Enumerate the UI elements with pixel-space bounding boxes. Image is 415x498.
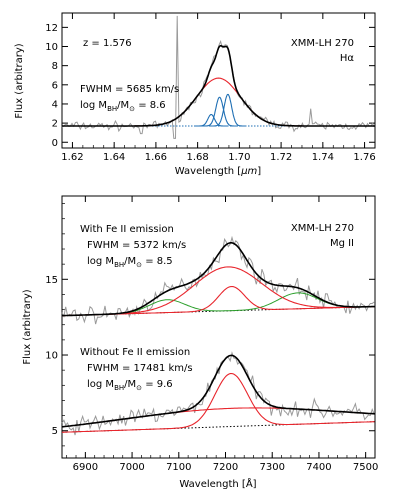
halpha-panel: 1.62 1.64 1.66 1.68 1.70 1.72 1.74 1.76 0 2 4 6 8 10 1… bbox=[14, 12, 376, 177]
bottom-curves bbox=[61, 235, 376, 436]
bottom-y-tick-label: 10 bbox=[45, 351, 58, 362]
top-redshift-label: z = 1.576 bbox=[83, 38, 132, 49]
top-x-tick-label: 1.62 bbox=[61, 152, 83, 163]
top-x-tick-label: 1.66 bbox=[145, 152, 167, 163]
bottom-y-axis-label: Flux (arbitrary) bbox=[22, 289, 33, 364]
mgii-panel: 6900 7000 7100 7200 7300 7400 7500 5 10 15 Flux (… bbox=[22, 195, 378, 490]
bottom-x-tick-label: 7300 bbox=[259, 462, 284, 473]
top-component-narrow-blue-2 bbox=[200, 96, 238, 127]
top-total-fit bbox=[62, 44, 375, 127]
bottom-x-axis-label: Wavelength [Å] bbox=[179, 477, 256, 490]
top-x-tick-label: 1.76 bbox=[353, 152, 375, 163]
top-data-spectrum bbox=[61, 15, 375, 139]
upper-fwhm-label: FWHM = 5372 km/s bbox=[87, 240, 186, 251]
top-y-tick-label: 10 bbox=[45, 42, 58, 53]
top-x-tick-label: 1.74 bbox=[312, 152, 334, 163]
upper-total-fit bbox=[62, 242, 375, 317]
bottom-plot-frame bbox=[61, 195, 376, 459]
top-mass-label: log MBH/M⊙ = 8.6 bbox=[80, 100, 166, 113]
top-y-tick-label: 8 bbox=[52, 61, 58, 72]
lower-fwhm-label: FWHM = 17481 km/s bbox=[87, 363, 193, 374]
bottom-x-tick-label: 7100 bbox=[166, 462, 191, 473]
top-y-tick-label: 0 bbox=[52, 138, 58, 149]
top-component-narrow-blue-3 bbox=[209, 93, 247, 127]
top-object-label: XMM-LH 270 bbox=[291, 38, 354, 49]
top-x-tick-label: 1.64 bbox=[103, 152, 125, 163]
bottom-x-tick-label: 7200 bbox=[213, 462, 238, 473]
lower-mgii-broad-core bbox=[61, 372, 375, 433]
bottom-x-tick-label: 7400 bbox=[306, 462, 331, 473]
top-y-tick-label: 12 bbox=[45, 23, 58, 34]
bottom-x-tick-label: 7500 bbox=[353, 462, 378, 473]
bottom-ticks: 6900 7000 7100 7200 7300 7400 7500 5 10 15 bbox=[45, 196, 378, 473]
top-plot-frame bbox=[61, 12, 376, 149]
top-y-tick-label: 4 bbox=[52, 99, 58, 110]
bottom-x-tick-label: 7000 bbox=[119, 462, 144, 473]
top-y-axis-label: Flux (arbitrary) bbox=[14, 43, 25, 118]
upper-mass-label: log MBH/M⊙ = 8.5 bbox=[87, 256, 173, 269]
bottom-y-tick-label: 15 bbox=[45, 275, 58, 286]
top-x-tick-label: 1.68 bbox=[187, 152, 209, 163]
top-component-narrow-blue-1 bbox=[194, 113, 228, 127]
lower-total-fit bbox=[61, 354, 375, 428]
bottom-x-tick-label: 6900 bbox=[73, 462, 98, 473]
top-ticks: 1.62 1.64 1.66 1.68 1.70 1.72 1.74 1.76 0 2 4 6 8 10 1… bbox=[45, 13, 376, 163]
upper-title: With Fe II emission bbox=[80, 224, 174, 235]
bottom-line-label: Mg II bbox=[330, 238, 354, 249]
top-curves bbox=[61, 15, 375, 139]
top-y-tick-label: 2 bbox=[52, 119, 58, 130]
top-x-axis-label: Wavelength [μm] bbox=[175, 166, 262, 177]
lower-mass-label: log MBH/M⊙ = 9.6 bbox=[87, 379, 173, 392]
bottom-y-tick-label: 5 bbox=[52, 426, 58, 437]
top-line-label: Hα bbox=[340, 53, 355, 64]
top-fwhm-label: FWHM = 5685 km/s bbox=[80, 84, 179, 95]
top-y-tick-label: 6 bbox=[52, 80, 58, 91]
bottom-object-label: XMM-LH 270 bbox=[291, 223, 354, 234]
top-x-tick-label: 1.70 bbox=[228, 152, 250, 163]
lower-title: Without Fe II emission bbox=[80, 347, 190, 358]
top-x-tick-label: 1.72 bbox=[270, 152, 292, 163]
